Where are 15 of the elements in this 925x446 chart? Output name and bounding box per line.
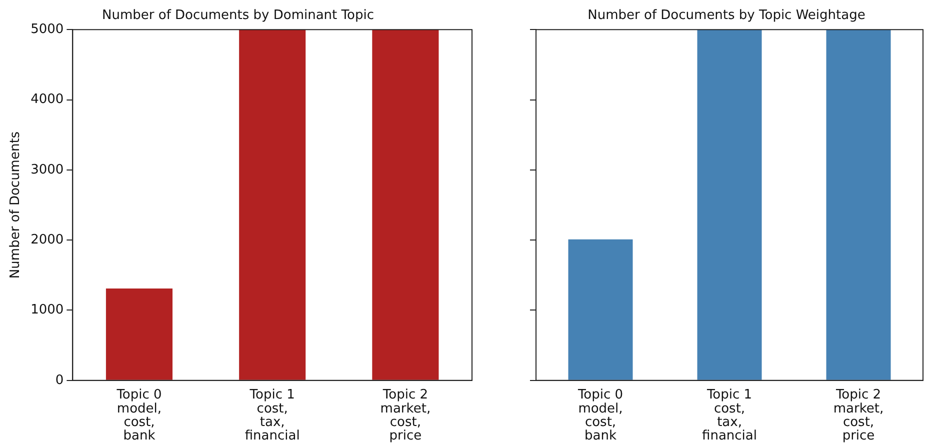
x-tick-label: Topic 2 market, cost, price: [833, 388, 884, 444]
y-tick-label: 1000: [30, 302, 64, 318]
y-tick-label: 4000: [30, 92, 64, 108]
x-tick-label: Topic 1 cost, tax, financial: [244, 388, 300, 444]
y-tick-label: 0: [55, 372, 64, 388]
x-tick-label: Topic 1 cost, tax, financial: [702, 388, 757, 444]
y-tick-label: 5000: [30, 22, 64, 37]
x-tick-label: Topic 0 model, cost, bank: [576, 388, 624, 444]
y-tick-label: 2000: [30, 232, 64, 248]
x-tick-label: Topic 0 model, cost, bank: [116, 388, 162, 444]
y-axis-title: Number of Documents: [8, 131, 24, 279]
chart-title: Number of Documents by Dominant Topic: [102, 8, 374, 24]
y-tick-label: 3000: [30, 162, 64, 178]
x-tick-label: Topic 2 market, cost, price: [380, 388, 431, 444]
chart-title: Number of Documents by Topic Weightage: [588, 8, 866, 24]
